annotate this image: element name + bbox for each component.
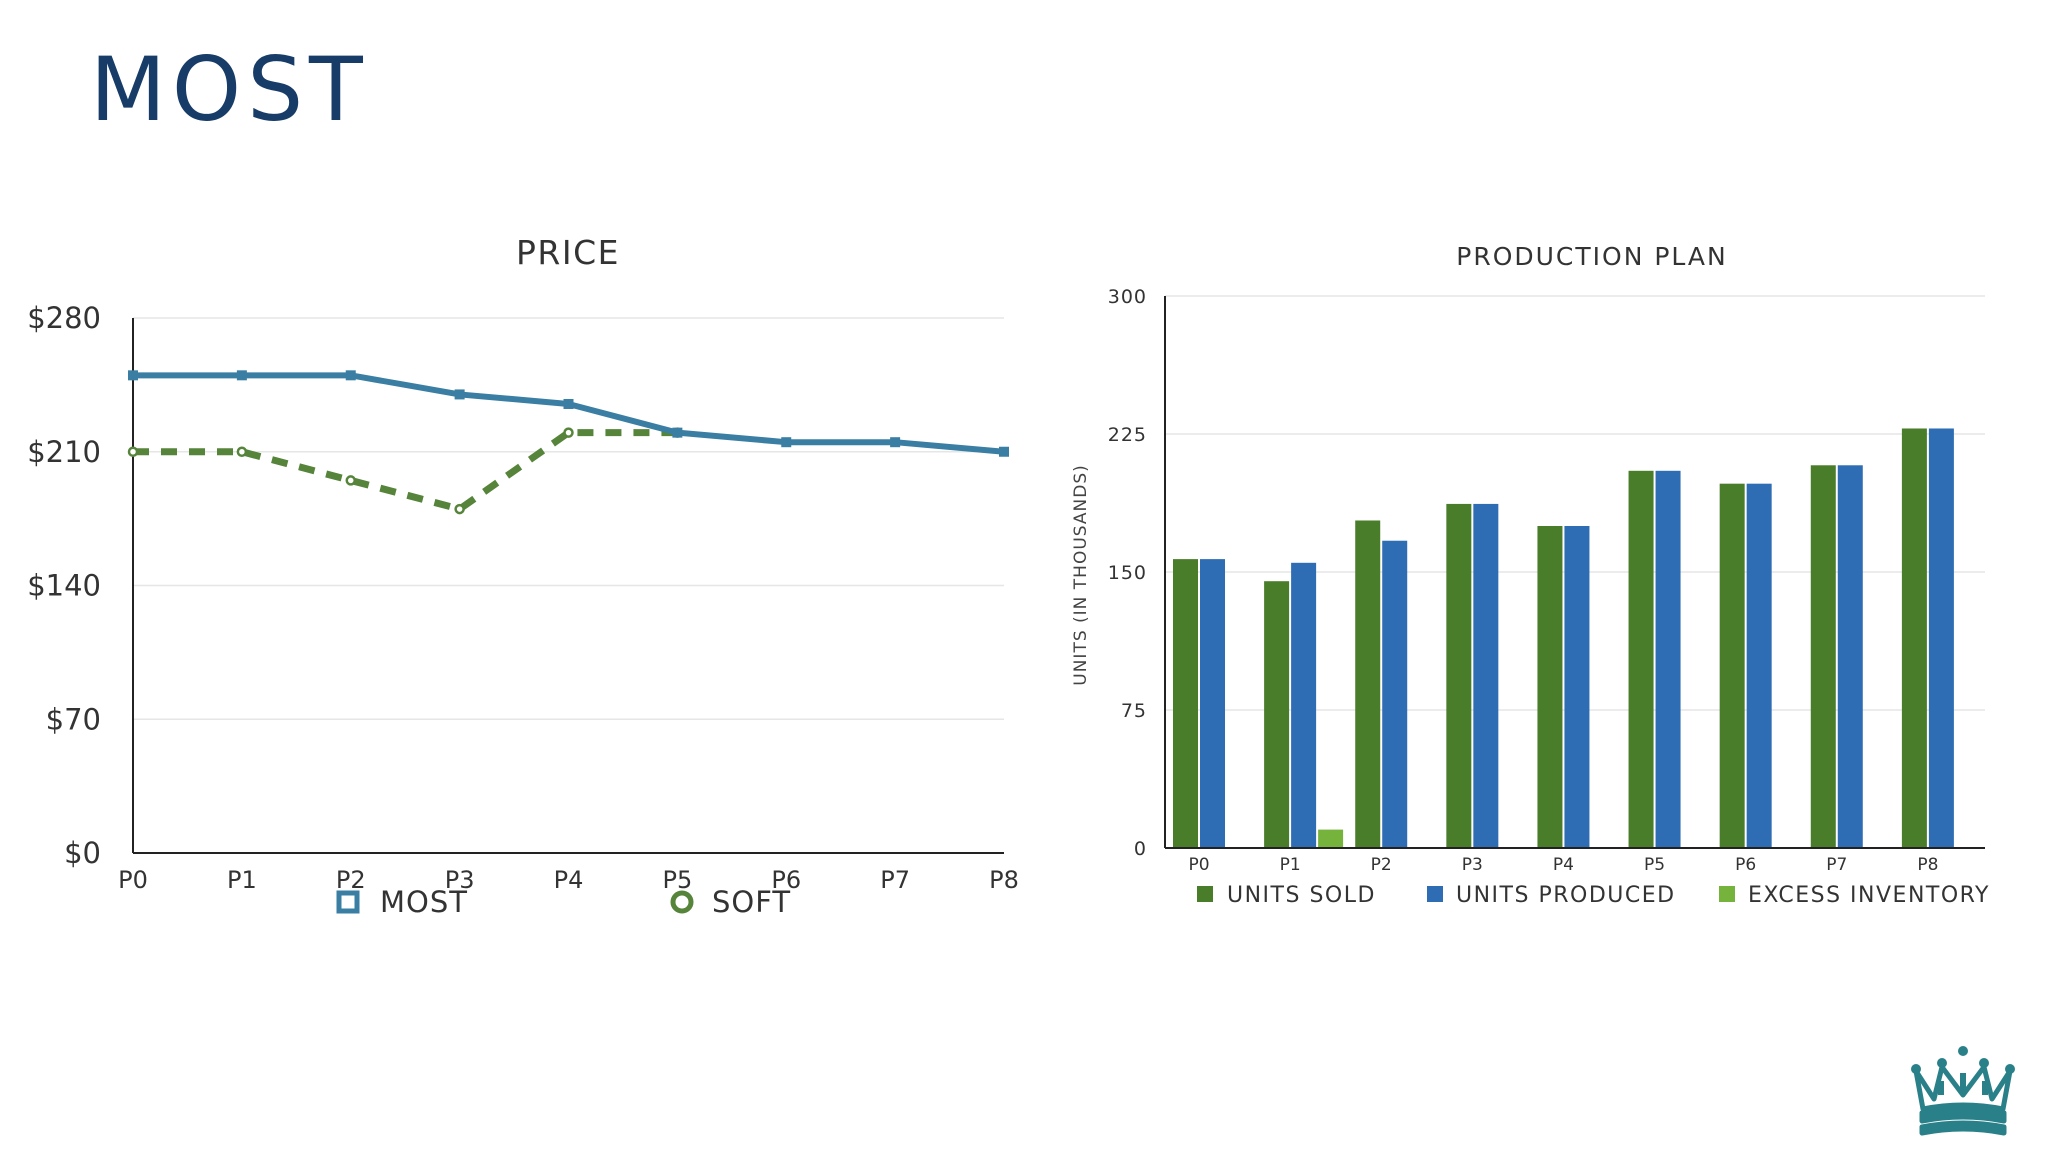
price-x-tick-label: P1 [227, 866, 257, 894]
price-x-tick-label: P4 [554, 866, 584, 894]
production-chart: PRODUCTION PLAN UNITS (IN THOUSANDS) 0 75… [1071, 242, 1990, 908]
price-point-soft [454, 503, 465, 515]
bar-units-sold-p5 [1628, 470, 1654, 848]
price-point-most [454, 389, 465, 400]
price-x-tick-label: P5 [663, 866, 693, 894]
price-x-tick-label: P3 [445, 866, 475, 894]
production-x-tick-label: P1 [1280, 855, 1301, 875]
production-x-tick-label: P7 [1826, 855, 1847, 875]
bar-units-produced-p1 [1291, 562, 1317, 848]
production-x-tick-label: P2 [1371, 855, 1392, 875]
bar-units-produced-p3 [1473, 503, 1499, 848]
production-y-tick-label: 225 [1108, 424, 1147, 446]
price-series [127, 370, 1009, 515]
bar-units-sold-p0 [1173, 559, 1198, 848]
price-point-soft [236, 446, 248, 457]
production-bars [1173, 428, 1954, 848]
legend-units-produced-label: UNITS PRODUCED [1456, 883, 1676, 908]
bar-excess-inventory-p1 [1318, 829, 1344, 848]
price-chart: PRICE $0 $70 $140 $210 $280 P0 P1 P2 P3 P4 P5 P6 P7… [27, 233, 1019, 919]
price-y-tick-label: $140 [27, 569, 101, 603]
production-x-tick-label: P4 [1553, 855, 1574, 875]
price-point-most [672, 427, 683, 438]
production-y-tick-label: 150 [1108, 562, 1147, 584]
production-x-tick-label: P3 [1462, 855, 1483, 875]
price-x-tick-label: P8 [989, 866, 1019, 894]
page-title: MOST [90, 38, 369, 141]
bar-units-sold-p8 [1901, 428, 1927, 848]
production-x-tick-label: P6 [1735, 855, 1756, 875]
legend-excess-inventory-label: EXCESS INVENTORY [1748, 883, 1990, 908]
price-axes [132, 318, 1004, 854]
price-y-tick-label: $70 [46, 702, 101, 736]
bar-units-produced-p8 [1928, 428, 1954, 848]
legend-soft-label: SOFT [712, 885, 791, 919]
bar-units-sold-p4 [1537, 526, 1563, 848]
price-point-most [999, 446, 1009, 457]
production-y-tick-label: 0 [1134, 838, 1147, 860]
legend-most-marker [336, 890, 360, 914]
legend-soft: SOFT [670, 885, 791, 919]
legend-excess-inventory-swatch [1719, 886, 1735, 902]
bar-units-produced-p5 [1655, 470, 1681, 848]
price-x-tick-label: P0 [118, 866, 148, 894]
bar-units-produced-p0 [1200, 559, 1225, 848]
crown-icon [1911, 1046, 2015, 1136]
price-y-tick-label: $280 [27, 301, 101, 335]
price-point-most [890, 437, 901, 448]
price-point-most [236, 370, 247, 381]
legend-units-sold: UNITS SOLD [1197, 883, 1376, 908]
price-y-tick-label: $0 [64, 836, 101, 870]
legend-units-produced-swatch [1427, 886, 1443, 902]
bar-units-sold-p6 [1719, 483, 1745, 848]
bar-units-produced-p6 [1746, 483, 1772, 848]
bar-units-sold-p2 [1355, 520, 1381, 848]
legend-most: MOST [336, 885, 468, 919]
price-point-most [128, 370, 138, 381]
production-x-tick-label: P8 [1917, 855, 1938, 875]
production-x-ticks: P0 P1 P2 P3 P4 P5 P6 P7 P8 [1188, 855, 1938, 875]
bar-units-produced-p2 [1382, 540, 1408, 848]
production-y-ticks: 0 75 150 225 300 [1108, 286, 1147, 860]
price-x-ticks: P0 P1 P2 P3 P4 P5 P6 P7 P8 [118, 866, 1019, 894]
production-x-tick-label: P5 [1644, 855, 1665, 875]
production-y-tick-label: 75 [1121, 700, 1147, 722]
bar-units-produced-p7 [1837, 465, 1863, 848]
price-point-most [563, 398, 574, 409]
bar-units-produced-p4 [1564, 526, 1590, 848]
production-axes [1164, 296, 1985, 849]
legend-units-sold-label: UNITS SOLD [1227, 883, 1376, 908]
price-point-soft [563, 427, 574, 438]
price-x-tick-label: P2 [336, 866, 366, 894]
production-x-tick-label: P0 [1188, 855, 1209, 875]
price-chart-title: PRICE [516, 233, 620, 272]
price-x-tick-label: P6 [771, 866, 801, 894]
production-legend: UNITS SOLD UNITS PRODUCED EXCESS INVENTO… [1197, 883, 1990, 908]
bar-units-sold-p3 [1446, 503, 1472, 848]
legend-soft-marker [670, 890, 694, 914]
price-legend: MOST SOFT [336, 885, 791, 919]
price-series-most-line [133, 372, 1005, 455]
price-gridlines [133, 317, 1004, 720]
legend-excess-inventory: EXCESS INVENTORY [1719, 883, 1990, 908]
production-chart-title: PRODUCTION PLAN [1456, 242, 1727, 271]
price-point-most [781, 437, 792, 448]
legend-most-label: MOST [380, 885, 468, 919]
price-point-most [345, 370, 356, 381]
bar-units-sold-p7 [1810, 465, 1836, 848]
price-y-ticks: $0 $70 $140 $210 $280 [27, 301, 101, 870]
price-point-soft [127, 446, 139, 457]
legend-units-produced: UNITS PRODUCED [1427, 883, 1676, 908]
legend-units-sold-swatch [1197, 886, 1213, 902]
price-series-soft-line [133, 429, 678, 513]
production-y-tick-label: 300 [1108, 286, 1147, 308]
price-point-soft [345, 475, 356, 486]
bar-units-sold-p1 [1264, 581, 1290, 848]
production-y-label: UNITS (IN THOUSANDS) [1071, 464, 1091, 685]
price-y-tick-label: $210 [27, 435, 101, 469]
price-x-tick-label: P7 [880, 866, 910, 894]
